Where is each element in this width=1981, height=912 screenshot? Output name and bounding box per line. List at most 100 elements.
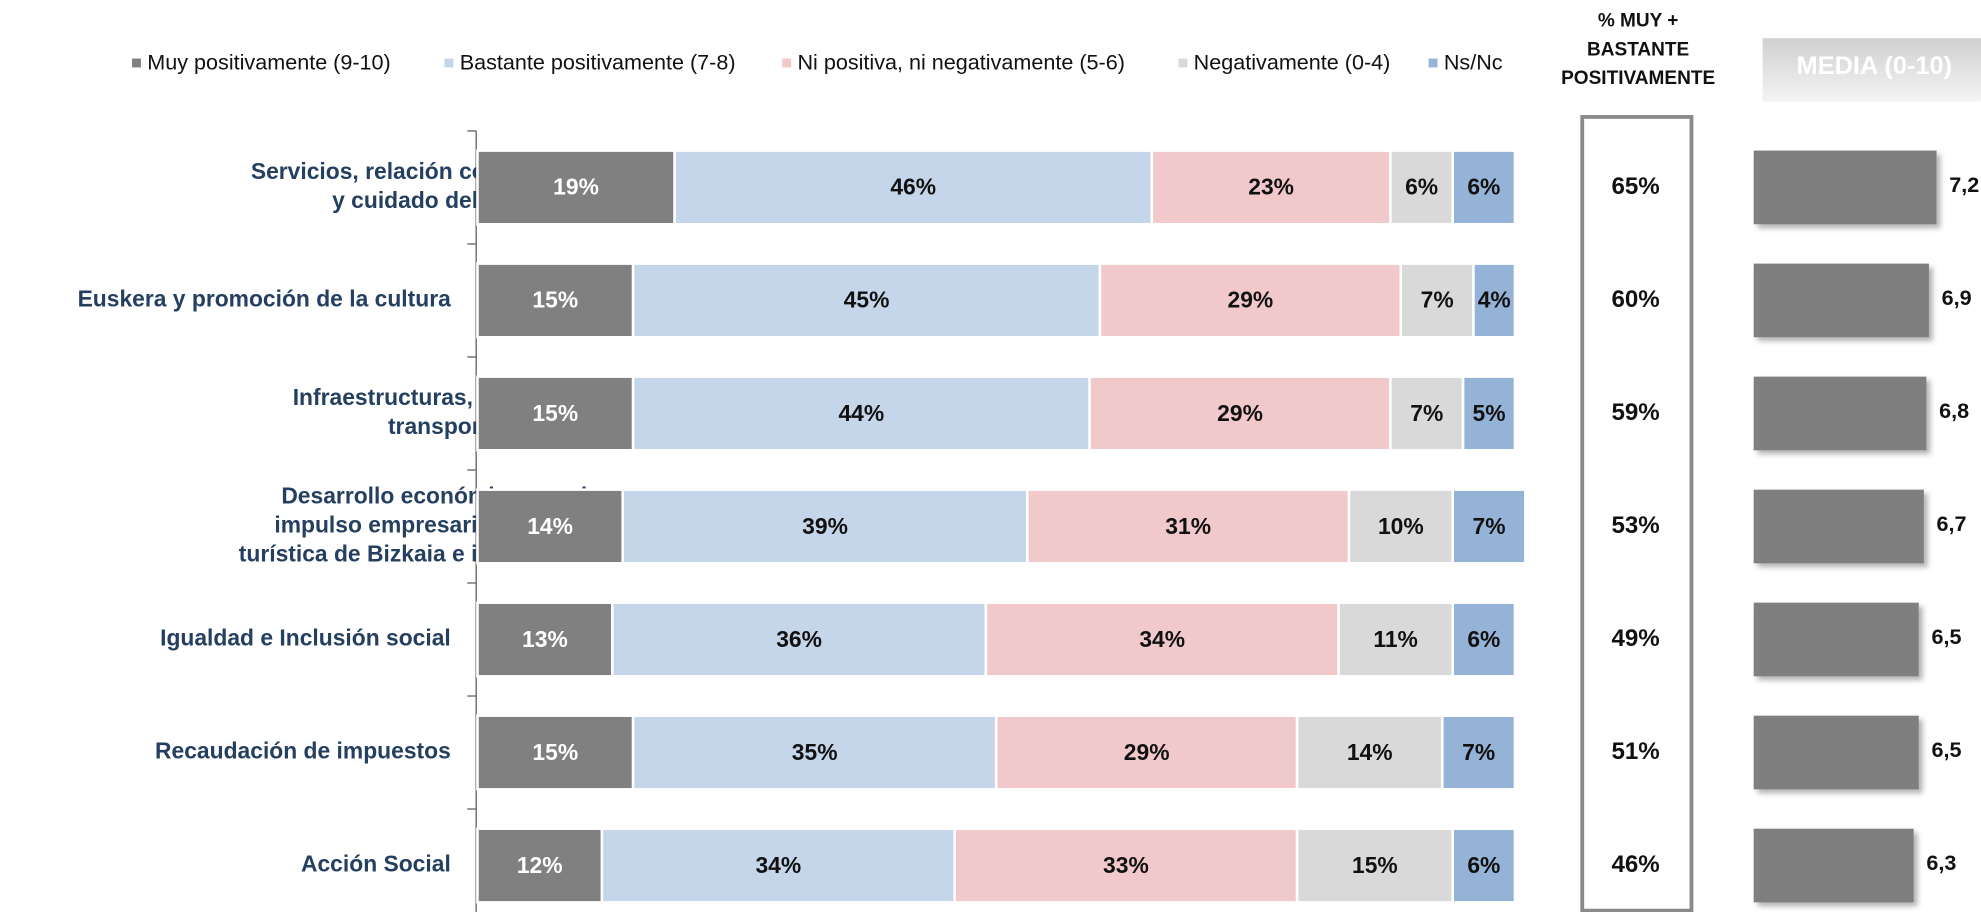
bar-segment [476, 488, 624, 565]
bar-value-label: 46% [890, 174, 936, 200]
bar-value-label: 12% [517, 852, 563, 878]
legend-swatch [1428, 58, 1438, 68]
bar-segment [621, 488, 1029, 565]
bar-value-label: 6% [1467, 626, 1500, 652]
bar-segment [476, 262, 635, 339]
bar-value-label: 4% [1478, 287, 1511, 313]
category-line: Euskera y promoción de la cultura [78, 285, 452, 311]
mean-bar [1753, 828, 1914, 903]
bar-segment [994, 714, 1299, 791]
bar-segment [1088, 375, 1392, 452]
bar-value-label: 15% [532, 287, 578, 313]
bar-value-label: 39% [802, 513, 848, 539]
bar-segment [984, 601, 1340, 678]
mean-bar [1753, 489, 1924, 564]
positive-value: 53% [1611, 512, 1659, 539]
positive-value: 60% [1611, 286, 1659, 313]
bar-value-label: 6% [1405, 174, 1438, 200]
positive-header: POSITIVAMENTE [1561, 68, 1715, 89]
category-label: Recaudación de impuestos [155, 738, 451, 764]
bar-value-label: 7% [1473, 513, 1506, 539]
category-label: Euskera y promoción de la cultura [78, 285, 452, 311]
bar-segment [476, 827, 604, 904]
bar-value-label: 29% [1124, 739, 1170, 765]
positive-header: BASTANTE [1587, 39, 1689, 60]
bar-value-label: 23% [1248, 174, 1294, 200]
mean-value-label: 6,9 [1942, 285, 1972, 310]
positive-box [1580, 115, 1694, 912]
bar-segment [1472, 262, 1517, 339]
bar-segment [1337, 601, 1454, 678]
mean-value-label: 6,3 [1926, 850, 1956, 875]
bar-segment [611, 601, 988, 678]
mean-value-label: 6,8 [1939, 398, 1969, 423]
bar-value-label: 36% [776, 626, 822, 652]
bar-value-label: 45% [844, 287, 890, 313]
positive-value: 51% [1611, 738, 1659, 765]
bar-value-label: 5% [1473, 400, 1506, 426]
bar-value-label: 10% [1378, 513, 1424, 539]
legend-label: Bastante positivamente (7-8) [460, 49, 736, 74]
bar-value-label: 35% [792, 739, 838, 765]
legend-swatch [132, 58, 141, 68]
bar-value-label: 6% [1467, 852, 1500, 878]
category-label: Igualdad e Inclusión social [160, 625, 451, 651]
bar-segment [1451, 601, 1517, 678]
bar-value-label: 34% [755, 852, 801, 878]
mean-bar [1753, 715, 1919, 790]
positive-value: 59% [1611, 399, 1659, 426]
legend-label: Ni positiva, ni negativamente (5-6) [797, 49, 1124, 74]
bar-segment [1441, 714, 1517, 791]
bar-segment [1451, 149, 1517, 226]
legend-swatch [444, 58, 454, 68]
mean-value-label: 7,2 [1949, 172, 1979, 197]
legend-label: Ns/Nc [1444, 49, 1503, 74]
bar-segment [476, 714, 635, 791]
mean-header-box [1762, 38, 1981, 102]
bar-value-label: 31% [1165, 513, 1211, 539]
bar-value-label: 14% [527, 513, 573, 539]
category-line: Recaudación de impuestos [155, 738, 451, 764]
mean-bar [1753, 150, 1937, 225]
bar-value-label: 13% [522, 626, 568, 652]
bar-value-label: 14% [1347, 739, 1393, 765]
category-label: Acción Social [301, 851, 451, 877]
bar-value-label: 7% [1410, 400, 1443, 426]
bar-segment [1399, 262, 1475, 339]
bar-value-label: 44% [838, 400, 884, 426]
bar-segment [631, 262, 1102, 339]
legend-swatch [782, 58, 792, 68]
bar-value-label: 29% [1228, 287, 1274, 313]
bar-value-label: 34% [1139, 626, 1185, 652]
bar-value-label: 15% [532, 739, 578, 765]
bar-segment [600, 827, 956, 904]
bar-value-label: 29% [1217, 400, 1263, 426]
mean-bar [1753, 263, 1929, 338]
bar-value-label: 6% [1467, 174, 1500, 200]
category-line: Acción Social [301, 851, 451, 877]
mean-value-label: 6,5 [1931, 737, 1961, 762]
bar-segment [1461, 375, 1517, 452]
bar-value-label: 15% [532, 400, 578, 426]
bar-segment [673, 149, 1154, 226]
bar-segment [1451, 827, 1517, 904]
legend-swatch [1178, 58, 1188, 68]
category-line: Igualdad e Inclusión social [160, 625, 451, 651]
positive-value: 49% [1611, 625, 1659, 652]
bar-segment [1295, 827, 1454, 904]
legend-label: Muy positivamente (9-10) [147, 49, 390, 74]
mean-bar [1753, 376, 1927, 451]
bar-segment [1347, 488, 1454, 565]
bar-value-label: 33% [1103, 852, 1149, 878]
bar-segment [1451, 488, 1527, 565]
positive-header: % MUY + [1598, 11, 1679, 32]
bar-value-label: 11% [1373, 626, 1417, 652]
mean-value-label: 6,7 [1937, 511, 1967, 536]
bar-value-label: 19% [553, 174, 599, 200]
bar-value-label: 15% [1352, 852, 1398, 878]
bar-segment [1026, 488, 1351, 565]
positive-value: 46% [1611, 851, 1659, 878]
mean-value-label: 6,5 [1931, 624, 1961, 649]
